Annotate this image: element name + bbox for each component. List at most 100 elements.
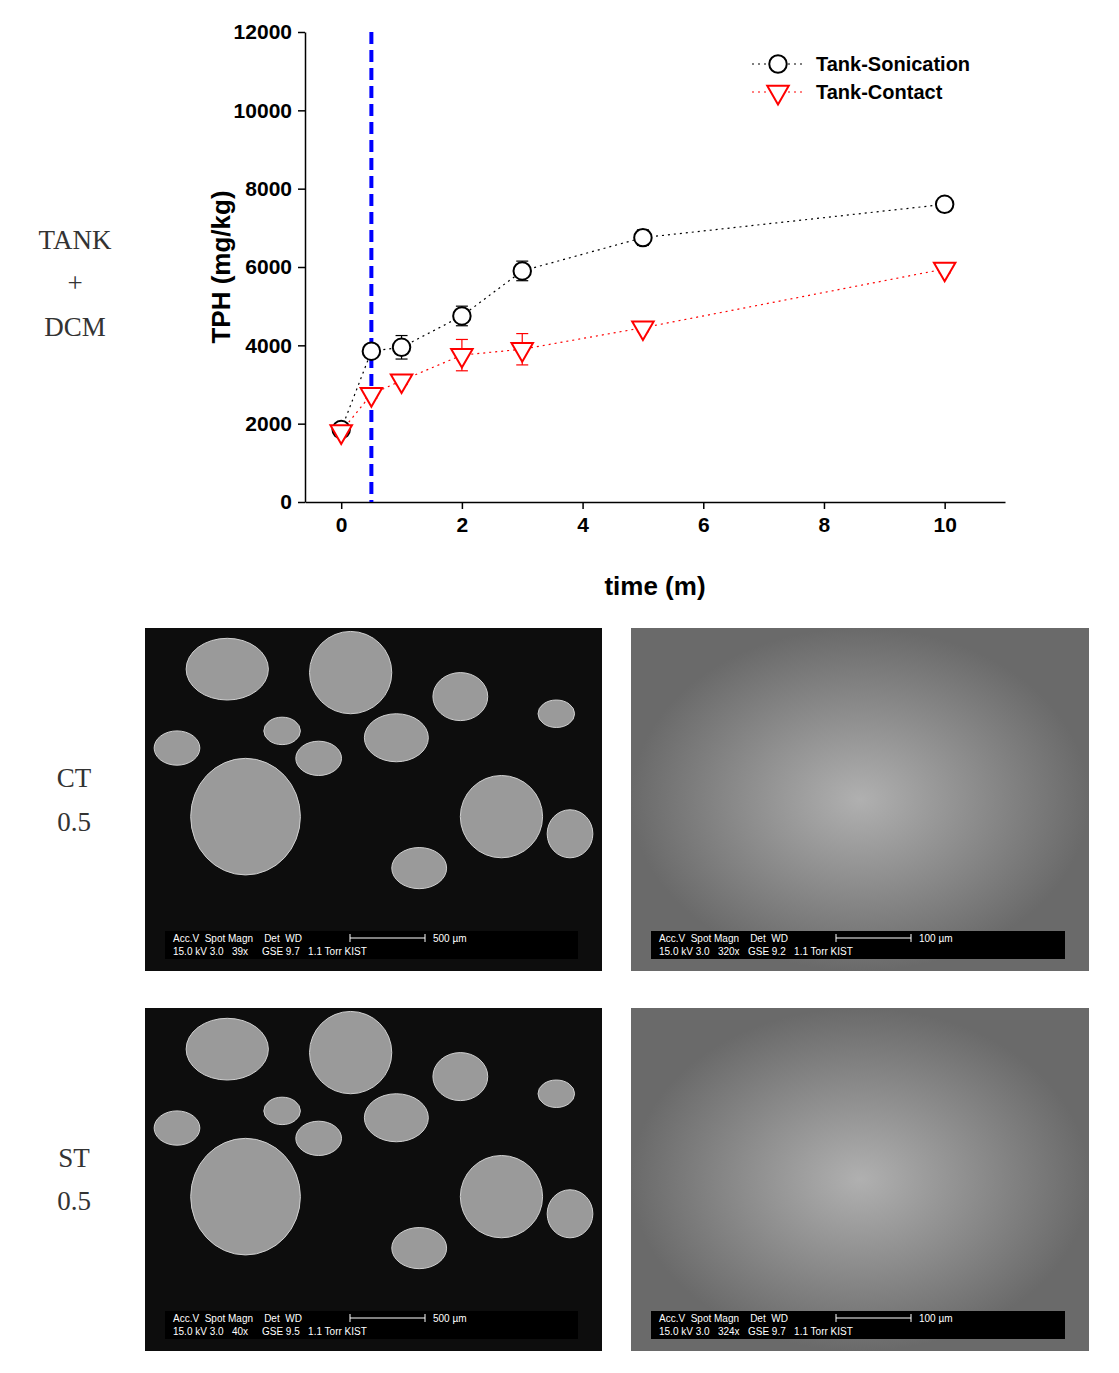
y-tick-label: 2000 — [245, 412, 292, 435]
y-tick-mark — [298, 345, 305, 347]
data-point — [453, 307, 470, 324]
legend-item: Tank-Sonication — [752, 53, 970, 75]
series-line — [341, 204, 944, 429]
sem-info-values: 15.0 kV 3.0 324x GSE 9.7 1.1 Torr KIST — [659, 1326, 853, 1337]
sem-particle — [538, 1080, 575, 1107]
sem-info-header: Acc.V Spot Magn Det WD — [173, 1313, 302, 1324]
legend-marker — [769, 55, 786, 72]
sem-scale-end — [350, 1314, 351, 1322]
y-tick-mark — [298, 267, 305, 269]
y-tick-mark — [298, 110, 305, 112]
sem-particle — [186, 1018, 268, 1080]
sem-background — [145, 628, 602, 971]
data-point — [936, 196, 953, 213]
data-point — [514, 262, 531, 279]
y-tick-label: 12000 — [234, 20, 292, 43]
sem-particle — [392, 848, 447, 889]
row-label: ST — [58, 1143, 90, 1173]
sem-scale-end — [350, 934, 351, 942]
x-tick: 0 — [336, 502, 348, 536]
sem-scale-label: 500 µm — [433, 933, 467, 944]
x-tick-label: 4 — [577, 513, 589, 536]
sem-scale-label: 500 µm — [433, 1313, 467, 1324]
y-tick-label: 10000 — [234, 99, 292, 122]
error-bar-cap — [516, 333, 528, 334]
figure: 0 2 4 6 8 10 0 2000 4000 6000 8000 10000 12000 time (… — [0, 0, 1119, 1373]
row-label: CT — [57, 763, 92, 793]
sem-particle — [547, 810, 593, 858]
sem-scale-bar — [350, 938, 425, 939]
series-line — [341, 269, 944, 432]
legend-marker — [767, 86, 788, 105]
error-bar-cap — [396, 358, 408, 359]
y-tick-label: 4000 — [245, 334, 292, 357]
sem-particle — [296, 741, 342, 775]
sem-scale-end — [425, 1314, 426, 1322]
sem-background — [631, 628, 1089, 971]
y-tick: 2000 — [245, 412, 305, 435]
legend-item: Tank-Contact — [752, 81, 943, 104]
x-axis-title: time (m) — [604, 571, 705, 601]
data-point — [361, 388, 382, 407]
sem-scale-end — [911, 934, 912, 942]
series — [332, 196, 953, 439]
sem-particle — [392, 1228, 447, 1269]
y-axis-title: TPH (mg/kg) — [206, 190, 236, 343]
y-tick-label: 0 — [280, 490, 292, 513]
sem-scale-end — [836, 1314, 837, 1322]
sem-info-bar — [165, 1311, 578, 1339]
x-tick-mark — [341, 502, 343, 509]
sem-particle — [264, 1097, 301, 1124]
data-point — [393, 339, 410, 356]
sem-info-values: 15.0 kV 3.0 39x GSE 9.7 1.1 Torr KIST — [173, 946, 367, 957]
x-tick-mark — [462, 502, 464, 509]
sem-particle — [364, 714, 428, 762]
sem-info-bar — [165, 931, 578, 959]
legend-label: Tank-Contact — [816, 81, 943, 103]
reference-line — [369, 32, 373, 502]
sem-scale-end — [911, 1314, 912, 1322]
x-tick-label: 0 — [336, 513, 348, 536]
data-point — [634, 229, 651, 246]
row-label: 0.5 — [57, 1186, 91, 1216]
sem-particle — [191, 1138, 301, 1255]
x-tick-mark — [944, 502, 946, 509]
y-tick-mark — [298, 423, 305, 425]
data-point — [391, 374, 412, 393]
x-tick-mark — [582, 502, 584, 509]
legend: Tank-Sonication Tank-Contact — [752, 53, 970, 104]
x-tick: 4 — [577, 502, 589, 536]
sem-info-header: Acc.V Spot Magn Det WD — [173, 933, 302, 944]
sem-particle — [364, 1094, 428, 1142]
x-tick: 6 — [698, 502, 710, 536]
sem-particle — [154, 731, 200, 765]
sem-scale-label: 100 µm — [919, 1313, 953, 1324]
sem-image: Acc.V Spot Magn Det WD 15.0 kV 3.0 39x GS… — [145, 628, 602, 971]
sem-particle — [433, 673, 488, 721]
sem-info-bar — [651, 931, 1065, 959]
error-bar-cap — [396, 335, 408, 336]
sem-particle — [191, 758, 301, 875]
x-axis-line — [306, 502, 1006, 504]
sem-particle — [538, 700, 575, 727]
sem-info-bar — [651, 1311, 1065, 1339]
error-bar-cap — [516, 364, 528, 365]
x-tick-label: 8 — [819, 513, 831, 536]
x-tick-mark — [824, 502, 826, 509]
sem-background — [145, 1008, 602, 1351]
x-tick-label: 2 — [457, 513, 469, 536]
y-tick: 8000 — [245, 177, 305, 200]
y-tick-label: 6000 — [245, 255, 292, 278]
sem-info-values: 15.0 kV 3.0 320x GSE 9.2 1.1 Torr KIST — [659, 946, 853, 957]
legend-label: Tank-Sonication — [816, 53, 970, 75]
y-tick-label: 8000 — [245, 177, 292, 200]
x-tick: 2 — [457, 502, 469, 536]
sem-info-values: 15.0 kV 3.0 40x GSE 9.5 1.1 Torr KIST — [173, 1326, 367, 1337]
x-tick: 10 — [933, 502, 956, 536]
sem-particle — [296, 1121, 342, 1155]
sem-info-header: Acc.V Spot Magn Det WD — [659, 933, 788, 944]
sem-scale-end — [836, 934, 837, 942]
x-tick-label: 10 — [933, 513, 956, 536]
data-point — [363, 342, 380, 359]
sem-image: Acc.V Spot Magn Det WD 15.0 kV 3.0 320x G… — [631, 628, 1089, 971]
